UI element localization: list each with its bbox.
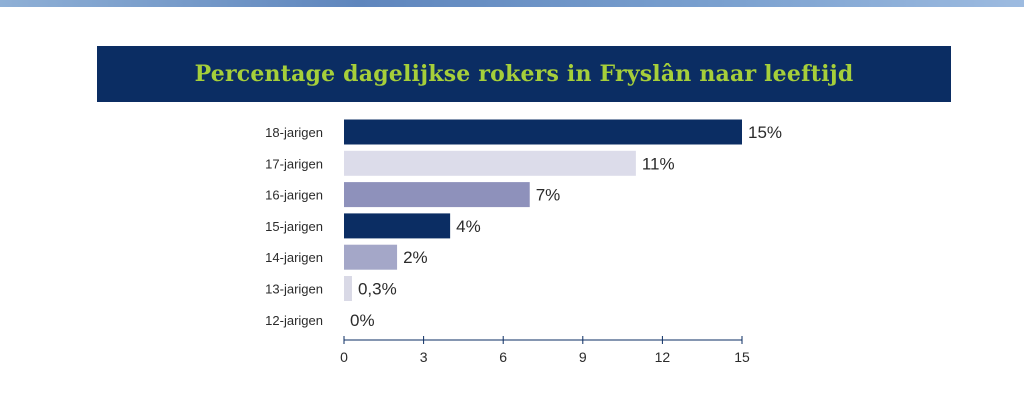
x-tick-label-9: 9 bbox=[579, 349, 587, 365]
value-label-17-jarigen: 11% bbox=[642, 154, 675, 173]
category-label-15-jarigen: 15-jarigen bbox=[265, 219, 323, 234]
category-label-17-jarigen: 17-jarigen bbox=[265, 156, 323, 171]
x-tick-label-6: 6 bbox=[499, 349, 507, 365]
value-label-18-jarigen: 15% bbox=[748, 123, 782, 142]
category-label-13-jarigen: 13-jarigen bbox=[265, 282, 323, 297]
category-label-18-jarigen: 18-jarigen bbox=[265, 125, 323, 140]
x-tick-label-15: 15 bbox=[734, 349, 750, 365]
bar-14-jarigen bbox=[344, 244, 398, 270]
value-label-13-jarigen: 0,3% bbox=[358, 280, 397, 299]
chart-title: Percentage dagelijkse rokers in Fryslân … bbox=[194, 61, 854, 87]
top-decorative-strip bbox=[0, 0, 1024, 7]
category-label-16-jarigen: 16-jarigen bbox=[265, 188, 323, 203]
category-label-12-jarigen: 12-jarigen bbox=[265, 313, 323, 328]
value-label-12-jarigen: 0% bbox=[350, 311, 375, 330]
category-label-14-jarigen: 14-jarigen bbox=[265, 250, 323, 265]
x-tick-label-0: 0 bbox=[340, 349, 348, 365]
bar-18-jarigen bbox=[344, 119, 742, 145]
bar-17-jarigen bbox=[344, 150, 636, 176]
value-label-16-jarigen: 7% bbox=[536, 186, 561, 205]
x-tick-label-12: 12 bbox=[655, 349, 671, 365]
bar-16-jarigen bbox=[344, 182, 530, 208]
bar-13-jarigen bbox=[344, 276, 352, 301]
value-label-14-jarigen: 2% bbox=[403, 248, 428, 267]
value-label-15-jarigen: 4% bbox=[456, 217, 481, 236]
x-tick-label-3: 3 bbox=[420, 349, 428, 365]
chart-title-bar: Percentage dagelijkse rokers in Fryslân … bbox=[97, 46, 951, 102]
bar-15-jarigen bbox=[344, 213, 451, 239]
